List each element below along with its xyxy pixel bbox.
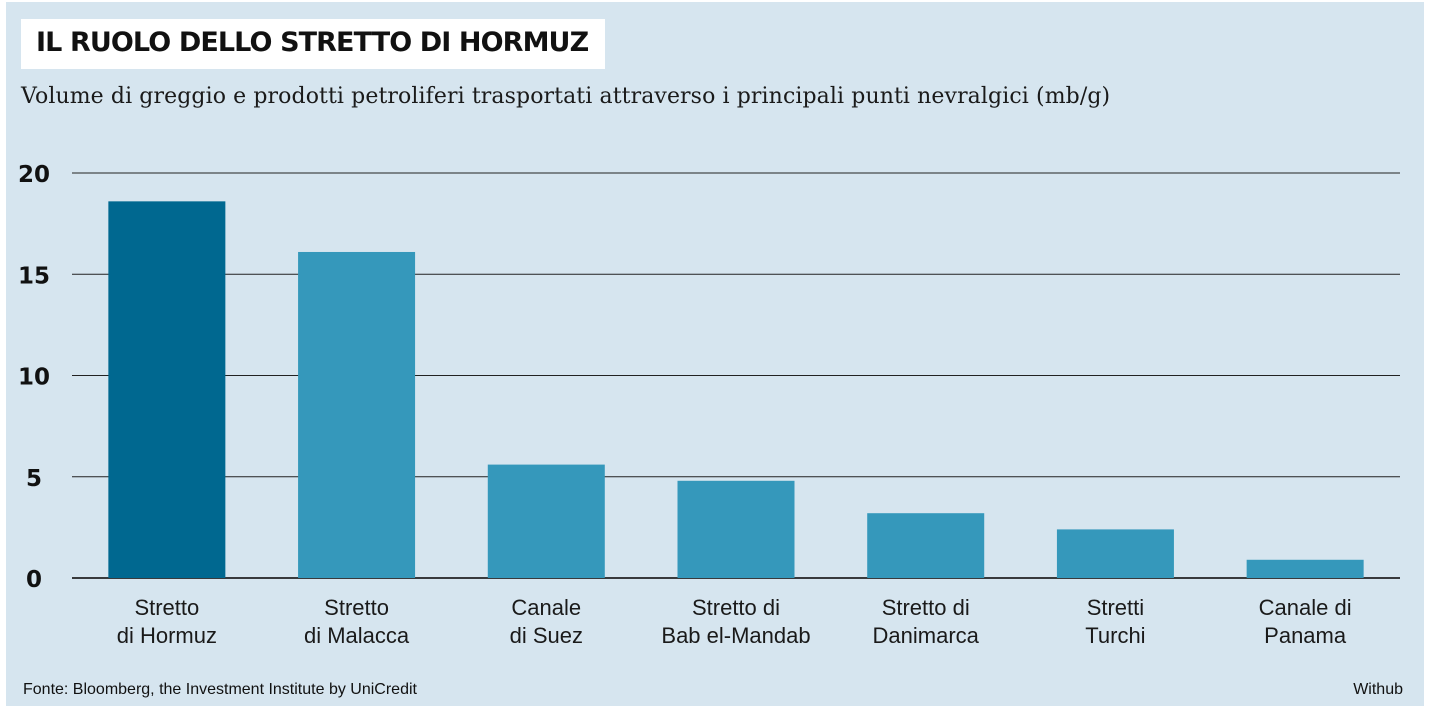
bar <box>1056 529 1174 578</box>
x-tick-label: di Suez <box>510 623 583 648</box>
credit-note: Withub <box>1353 681 1403 698</box>
x-axis-ticks: Stretto di Hormuz Stretto di Malacca Canale d… <box>117 595 1352 648</box>
y-tick-label: 5 <box>26 466 42 492</box>
x-tick-label: Stretto <box>134 595 199 620</box>
bar <box>108 201 226 578</box>
x-tick-label: Canale <box>511 595 581 620</box>
y-tick-label: 20 <box>18 162 50 188</box>
x-tick-label: Stretto di <box>882 595 970 620</box>
source-note: Fonte: Bloomberg, the Investment Institu… <box>23 681 417 698</box>
y-tick-label: 0 <box>26 567 42 593</box>
x-tick-label: Stretti <box>1087 595 1144 620</box>
x-tick-label: Stretto <box>324 595 389 620</box>
y-tick-label: 15 <box>18 263 50 289</box>
chart-title: IL RUOLO DELLO STRETTO DI HORMUZ <box>36 27 589 58</box>
chart-subtitle: Volume di greggio e prodotti petroliferi… <box>21 84 1111 109</box>
x-tick-label: Stretto di <box>692 595 780 620</box>
chart-panel <box>6 2 1424 706</box>
x-tick-label: Bab el-Mandab <box>661 623 810 648</box>
x-tick-label: di Malacca <box>304 623 410 648</box>
bars <box>108 201 1364 578</box>
bar <box>867 513 985 578</box>
title-box: IL RUOLO DELLO STRETTO DI HORMUZ <box>21 19 605 69</box>
y-tick-label: 10 <box>18 365 50 391</box>
bar <box>298 251 416 578</box>
bar <box>487 464 605 578</box>
x-tick-label: Danimarca <box>873 623 980 648</box>
y-axis-ticks: 0 5 10 15 20 <box>18 162 50 593</box>
x-tick-label: Canale di <box>1259 595 1352 620</box>
bar <box>677 480 795 578</box>
x-tick-label: di Hormuz <box>117 623 217 648</box>
x-tick-label: Panama <box>1264 623 1347 648</box>
x-tick-label: Turchi <box>1085 623 1145 648</box>
bar <box>1246 559 1364 578</box>
